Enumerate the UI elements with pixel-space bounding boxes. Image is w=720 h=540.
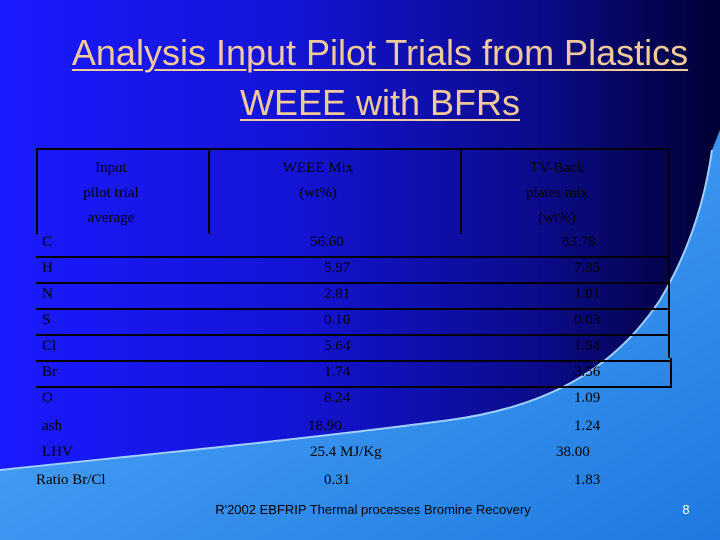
table-row: Br 1.74 3.56 (42, 364, 601, 380)
table-row: S 0.10 0.03 (42, 312, 601, 328)
table-row: LHV 25.4 MJ/Kg 38.00 (42, 444, 590, 460)
table-header: Input pilot trial average WEEE Mix (wt%)… (36, 148, 670, 234)
composition-table: Input pilot trial average WEEE Mix (wt%)… (36, 148, 672, 488)
table-row: Cl 5.64 1.94 (42, 338, 601, 354)
slide-title: Analysis Input Pilot Trials from Plastic… (71, 32, 689, 123)
slide-footer: R'2002 EBFRIP Thermal processes Bromine … (215, 502, 531, 517)
page-number: 8 (682, 502, 690, 517)
table-row: Ratio Br/Cl 0.31 1.83 (36, 472, 601, 488)
table-row: O 8.24 1.09 (42, 390, 601, 406)
table-row: H 5.97 7.35 (42, 260, 601, 276)
table-row: N 2.81 1.01 (42, 286, 601, 302)
header-tv-back: TV-Back plates mix (wt%) (525, 160, 589, 226)
header-input: Input pilot trial average (83, 160, 139, 226)
table-row: ash 18.90 1.24 (42, 418, 601, 434)
header-weee-mix: WEEE Mix (wt%) (282, 160, 354, 201)
table-row: C 56.60 83.78 (42, 234, 596, 250)
